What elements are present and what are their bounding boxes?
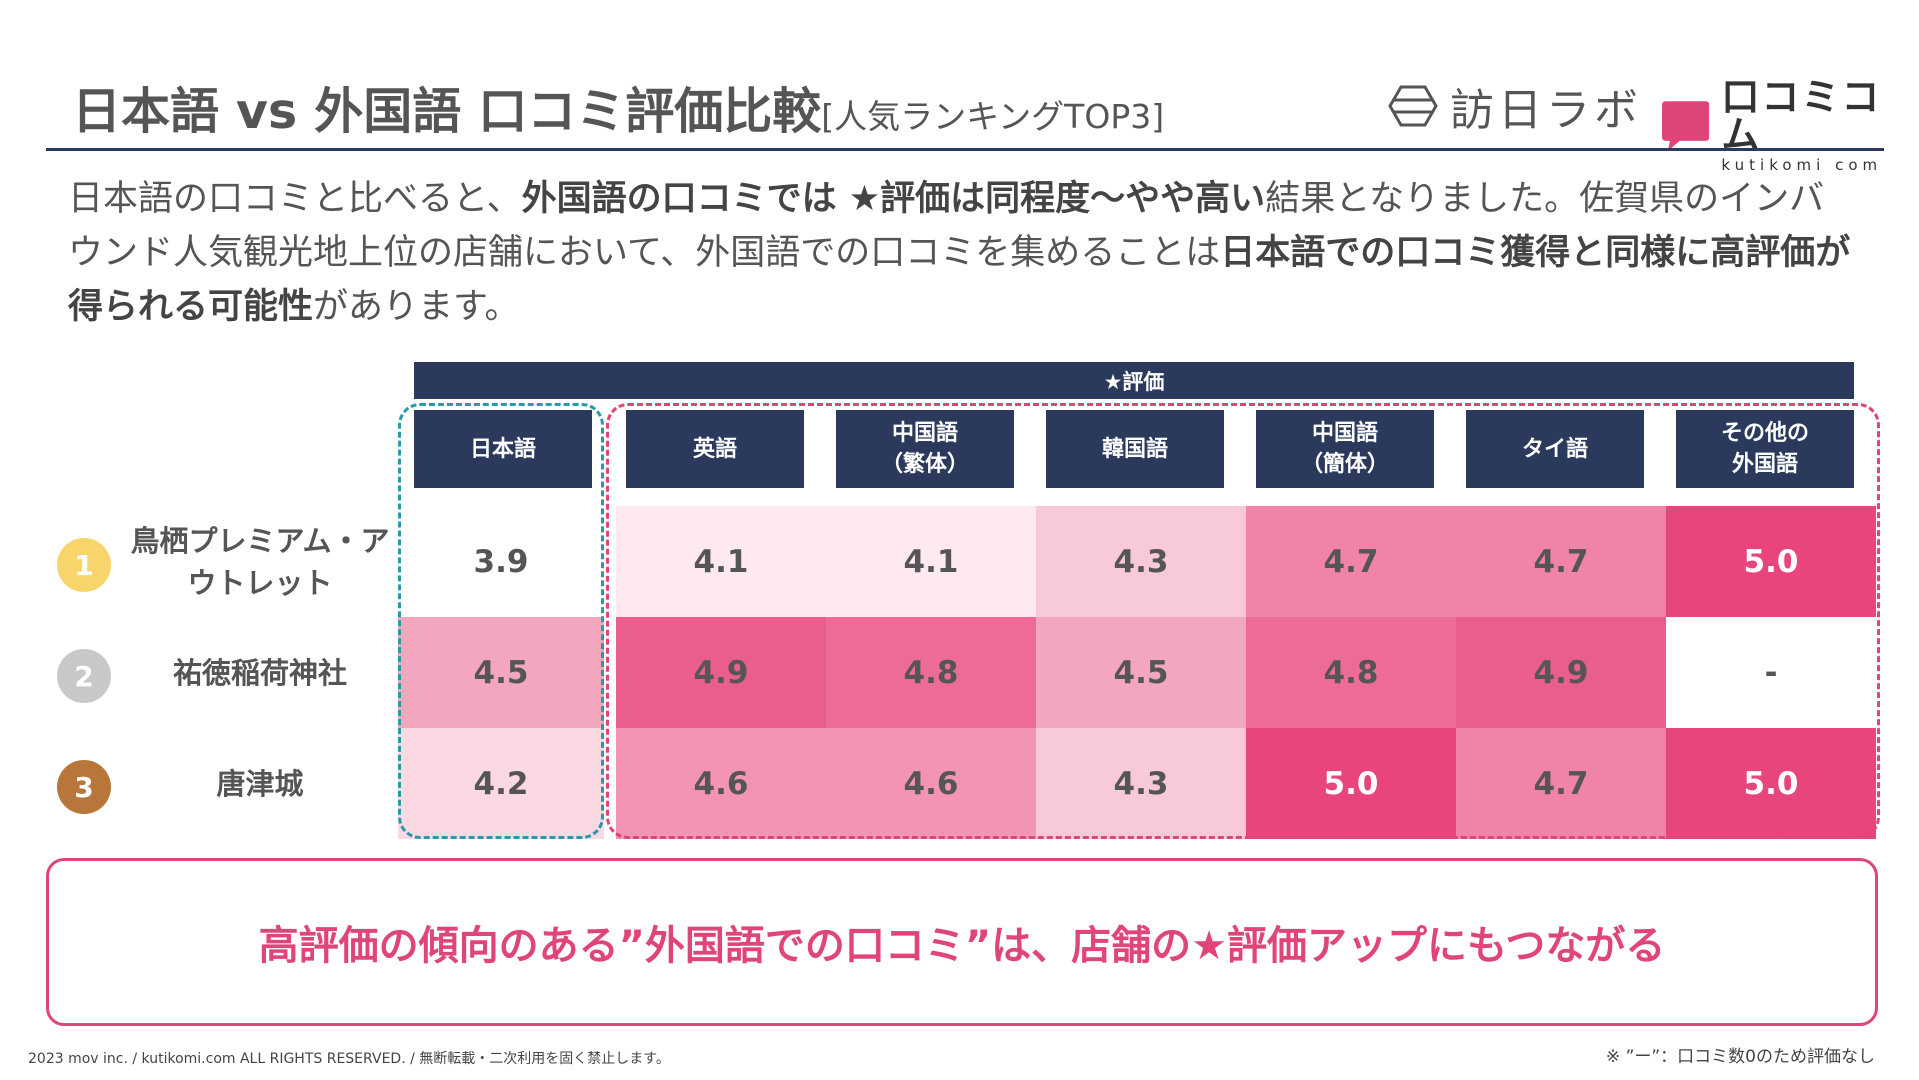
page-title-subtitle: [人気ランキングTOP3]: [821, 97, 1165, 136]
rank-badge: 1: [57, 538, 111, 592]
copyright-footer: 2023 mov inc. / kutikomi.com ALL RIGHTS …: [28, 1051, 670, 1067]
rating-cell: 4.5: [1036, 617, 1247, 728]
rating-cell: 4.3: [1036, 506, 1247, 617]
lead-text-2: 結果となりました。佐賀県のインバウンド人気観光地上位の店舗において、外国語での口…: [68, 179, 1825, 273]
rating-cell: 4.8: [1246, 617, 1457, 728]
rank-badge: 2: [57, 649, 111, 703]
lead-paragraph: 日本語の口コミと比べると、外国語の口コミでは ★評価は同程度〜やや高い結果となり…: [68, 172, 1858, 334]
column-header: タイ語: [1466, 410, 1644, 488]
rating-group-header: ★評価: [414, 362, 1854, 399]
footnote: ※ ”ー”：口コミ数0のため評価なし: [1605, 1047, 1875, 1067]
column-header: 中国語 （繁体）: [836, 410, 1014, 488]
conclusion-box: 高評価の傾向のある”外国語での口コミ”は、店舗の★評価アップにもつながる: [46, 858, 1878, 1026]
rank-badge: 3: [57, 760, 111, 814]
japanese-highlight-frame: [398, 403, 604, 839]
row-label: 唐津城: [216, 766, 304, 801]
rating-cell: 4.5: [398, 617, 605, 728]
lead-text-1: 日本語の口コミと比べると、: [68, 179, 522, 219]
row-label: 祐徳稲荷神社: [172, 655, 347, 690]
lead-bold-1: 外国語の口コミでは ★評価は同程度〜やや高い: [521, 179, 1266, 219]
column-header: 日本語: [414, 410, 592, 488]
rating-cell: 5.0: [1246, 728, 1457, 839]
title-divider: [46, 148, 1884, 151]
rating-cell: -: [1666, 617, 1877, 728]
rating-cell: 4.7: [1456, 506, 1667, 617]
lead-text-3: があります。: [313, 287, 520, 327]
hounichi-lab-logo: 訪日ラボ: [1388, 78, 1642, 136]
hounichi-lab-logo-text: 訪日ラボ: [1450, 85, 1642, 136]
rating-cell: 4.1: [826, 506, 1037, 617]
rating-cell: 4.3: [1036, 728, 1247, 839]
foreign-highlight-frame: [606, 403, 1880, 839]
rating-cell: 4.6: [616, 728, 827, 839]
page-title: 日本語 vs 外国語 口コミ評価比較[人気ランキングTOP3]: [72, 72, 1164, 143]
rating-cell: 4.9: [1456, 617, 1667, 728]
rating-cell: 4.6: [826, 728, 1037, 839]
page-title-main: 日本語 vs 外国語 口コミ評価比較: [72, 83, 822, 140]
rating-cell: 3.9: [398, 506, 605, 617]
kutikomi-logo-text: 口コミコム: [1721, 75, 1882, 157]
column-header: 韓国語: [1046, 410, 1224, 488]
rating-cell: 5.0: [1666, 506, 1877, 617]
conclusion-text: 高評価の傾向のある”外国語での口コミ”は、店舗の★評価アップにもつながる: [258, 923, 1666, 969]
column-header: 英語: [626, 410, 804, 488]
rating-cell: 4.2: [398, 728, 605, 839]
lead-bold-2: 日本語での口コミ獲得と同様に高評価が得られる可能性: [68, 233, 1851, 327]
rating-cell: 4.7: [1246, 506, 1457, 617]
rating-cell: 5.0: [1666, 728, 1877, 839]
hexagon-logo-icon: [1388, 85, 1438, 127]
column-header: 中国語 （簡体）: [1256, 410, 1434, 488]
speech-bubble-logo-icon: [1662, 100, 1710, 151]
column-header: その他の 外国語: [1676, 410, 1854, 488]
kutikomi-logo: 口コミコム kutikomi com: [1662, 78, 1919, 173]
rating-cell: 4.9: [616, 617, 827, 728]
row-label: 鳥栖プレミアム・アウトレット: [130, 523, 390, 600]
rating-cell: 4.1: [616, 506, 827, 617]
kutikomi-logo-subtext: kutikomi com: [1721, 156, 1883, 174]
